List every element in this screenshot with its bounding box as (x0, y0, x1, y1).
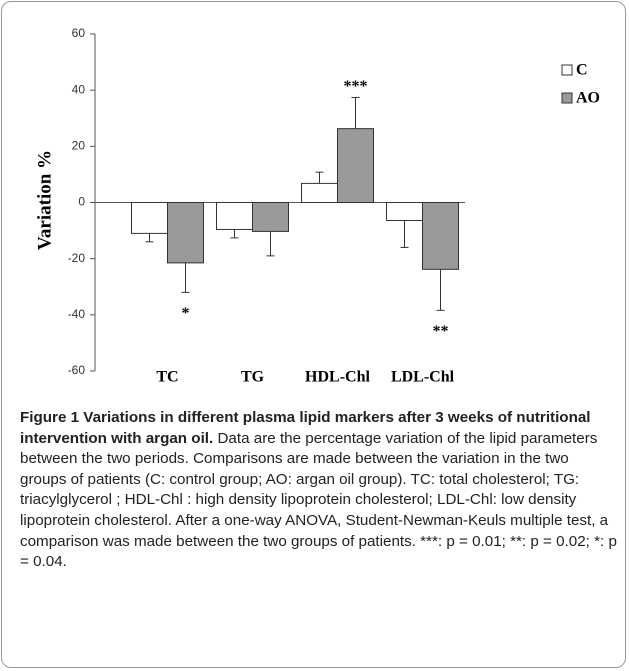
y-tick-label: -60 (68, 363, 86, 377)
legend-swatch (561, 64, 573, 76)
bar (216, 202, 253, 230)
legend-label: AO (576, 90, 600, 107)
legend-label: C (576, 62, 588, 79)
caption: Figure 1 Variations in different plasma … (20, 408, 618, 573)
y-tick-label: 0 (78, 195, 85, 209)
bar (167, 202, 204, 264)
caption-text: Data are the percentage variation of the… (20, 429, 617, 571)
x-tick-label: LDL-Chl (391, 369, 455, 386)
bar (131, 202, 168, 234)
y-tick-label: -20 (68, 251, 86, 265)
x-tick-label: TC (156, 369, 178, 386)
bar (422, 202, 459, 270)
chart: Variation % -60 -40 -20 0 20 40 60 TC * TG HDL-Chl… (34, 26, 600, 386)
bar (301, 182, 338, 204)
y-tick-label: 40 (72, 82, 86, 96)
caption-title: Figure 1 Variations in different plasma … (20, 409, 591, 447)
significance-mark: ** (433, 323, 449, 340)
x-tick-label: TG (241, 369, 265, 386)
y-tick-label: 60 (72, 26, 86, 40)
bar (337, 128, 374, 204)
significance-mark: * (182, 305, 190, 322)
bar (386, 202, 423, 221)
y-axis-label: Variation % (34, 150, 55, 250)
x-tick-label: HDL-Chl (305, 369, 370, 386)
legend-swatch (561, 92, 573, 104)
y-tick-label: 20 (72, 139, 86, 153)
y-tick-label: -40 (68, 307, 86, 321)
bar (252, 202, 289, 232)
significance-mark: *** (344, 78, 368, 95)
